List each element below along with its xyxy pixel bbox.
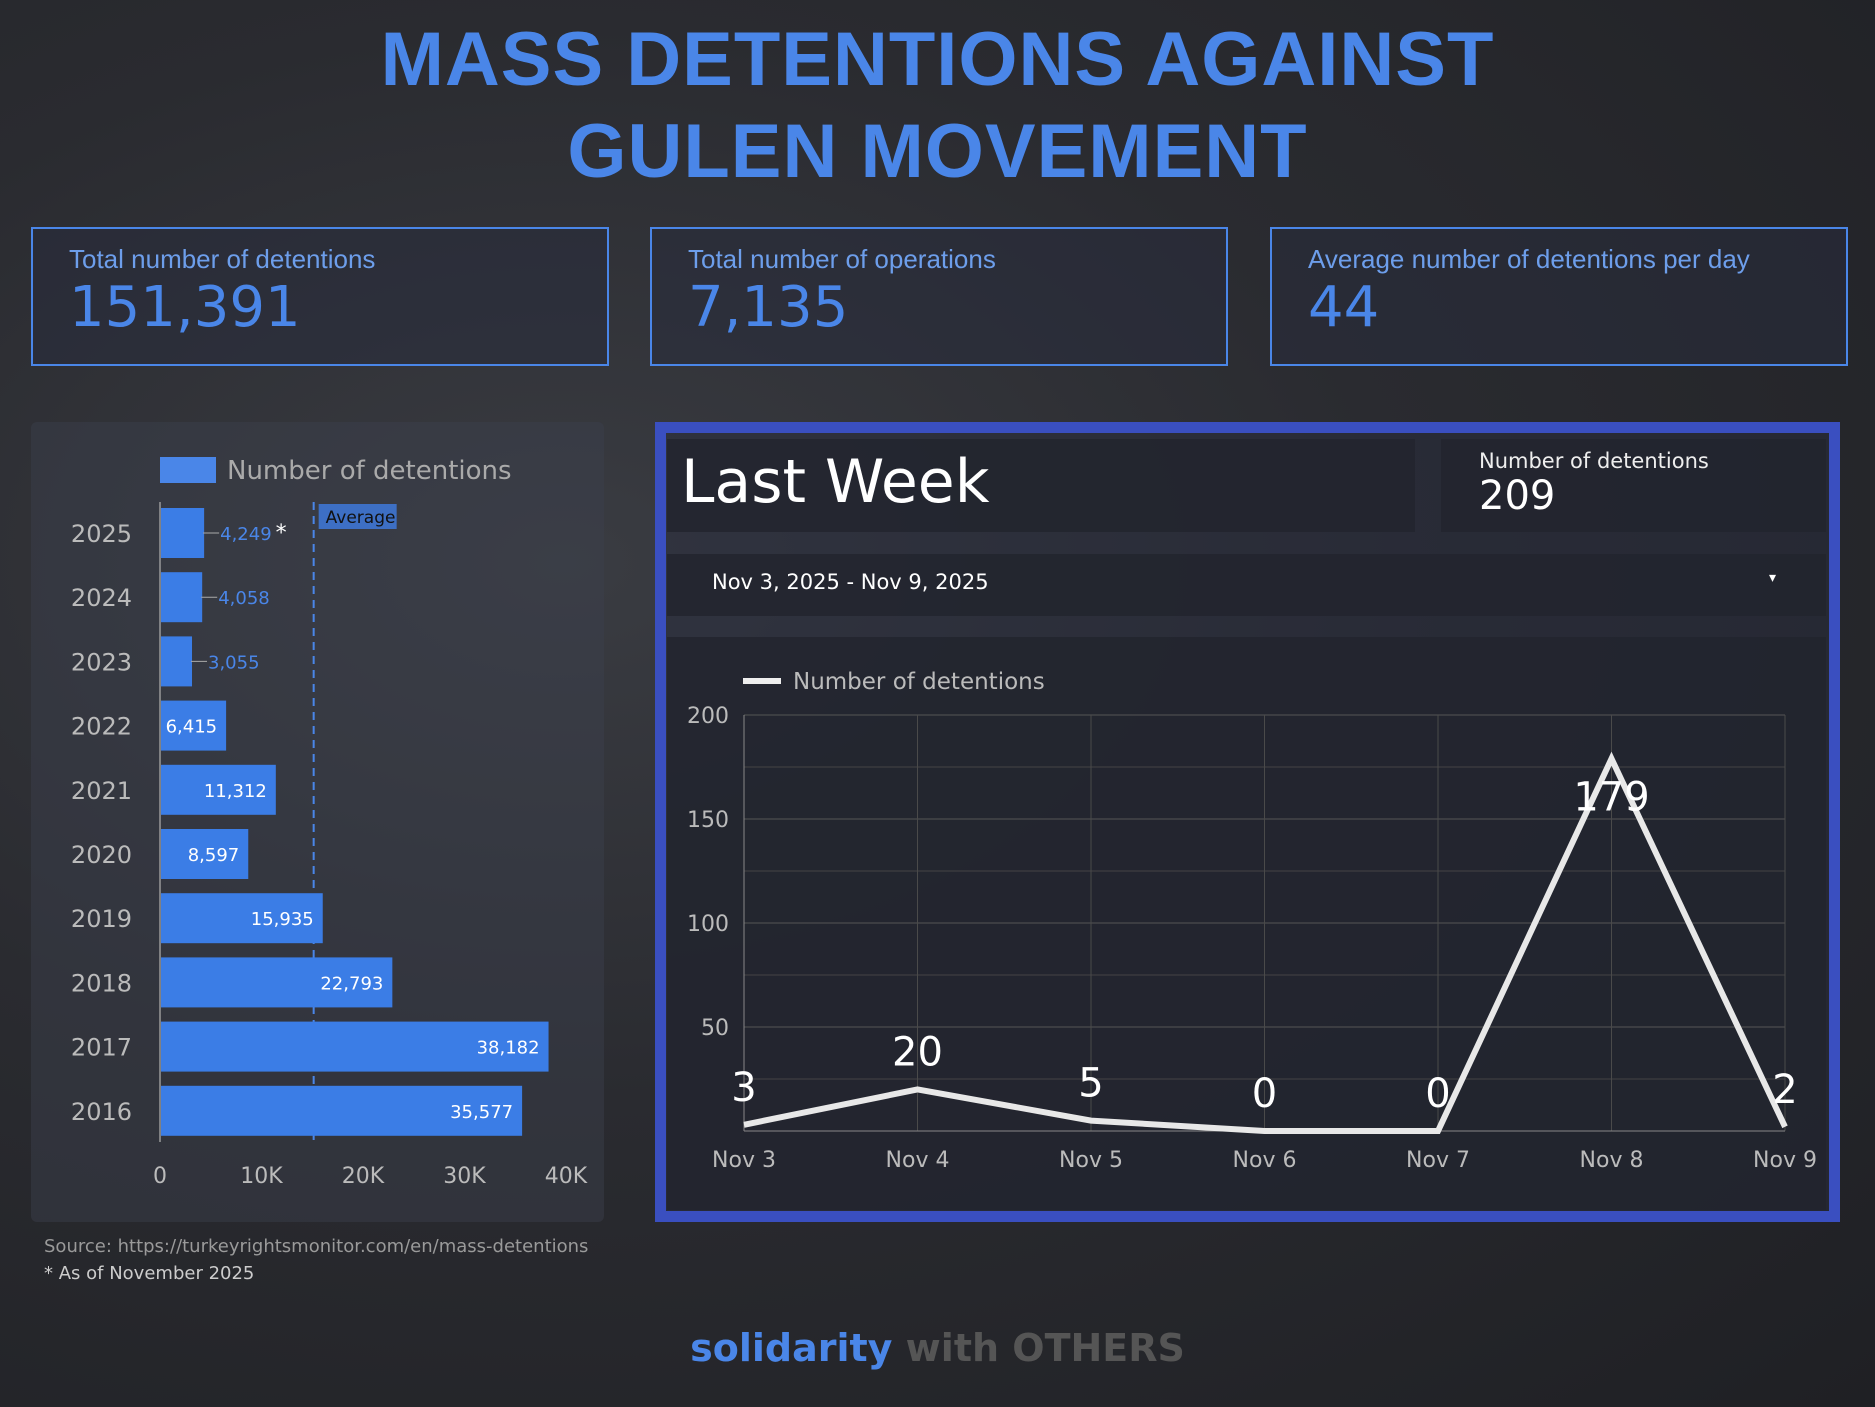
bar-value-label: 8,597 — [188, 845, 240, 866]
bar-value-label: 11,312 — [204, 781, 267, 802]
last-week-kpi: Number of detentions 209 — [1441, 439, 1826, 532]
x-tick-label: Nov 7 — [1406, 1148, 1470, 1173]
bar-category-label: 2018 — [71, 969, 132, 997]
bar — [161, 700, 227, 751]
average-label: Average — [326, 508, 396, 528]
x-tick-label: Nov 3 — [712, 1148, 776, 1173]
bar — [161, 636, 193, 687]
bar-value-label: 35,577 — [450, 1102, 513, 1123]
legend-label: Number of detentions — [793, 669, 1045, 695]
bar-category-label: 2021 — [71, 777, 132, 805]
series-line — [743, 751, 1788, 1134]
x-tick-label: Nov 6 — [1233, 1148, 1297, 1173]
x-tick-label: 10K — [240, 1164, 283, 1189]
kpi-value: 151,391 — [69, 275, 301, 340]
title-line-2: GULEN MOVEMENT — [567, 109, 1308, 194]
legend-label: Number of detentions — [227, 456, 512, 486]
data-label: 20 — [892, 1029, 943, 1075]
kpi-avg-per-day: Average number of detentions per day 44 — [1270, 227, 1848, 366]
bar-category-label: 2019 — [71, 905, 132, 933]
data-label: 5 — [1078, 1061, 1103, 1107]
x-tick-label: 30K — [443, 1164, 486, 1189]
legend-swatch — [160, 457, 216, 483]
y-tick-label: 200 — [687, 704, 729, 729]
bar-category-label: 2017 — [71, 1034, 132, 1062]
page-title: MASS DETENTIONS AGAINST GULEN MOVEMENT — [0, 14, 1875, 198]
kpi-label: Average number of detentions per day — [1308, 244, 1750, 274]
bar — [161, 508, 205, 558]
last-week-title: Last Week — [667, 439, 1415, 532]
bar-category-label: 2025 — [71, 520, 132, 548]
kpi-label: Total number of detentions — [69, 244, 376, 274]
y-tick-label: 150 — [687, 808, 729, 833]
x-tick-label: 20K — [342, 1164, 385, 1189]
date-range-value: Nov 3, 2025 - Nov 9, 2025 — [712, 570, 989, 594]
y-tick-label: 100 — [687, 912, 729, 937]
kpi-total-detentions: Total number of detentions 151,391 — [31, 227, 609, 366]
bar — [161, 764, 276, 815]
bar-value-label: 3,055 — [208, 652, 260, 673]
kpi-value: 44 — [1308, 275, 1380, 340]
bar — [161, 829, 249, 879]
x-tick-label: 0 — [153, 1164, 167, 1189]
data-label: 0 — [1425, 1071, 1450, 1117]
kpi-label: Total number of operations — [688, 244, 996, 274]
last-week-panel: Last Week Number of detentions 209 Nov 3… — [655, 422, 1840, 1222]
kpi-total-operations: Total number of operations 7,135 — [650, 227, 1228, 366]
bar-value-label: 22,793 — [320, 973, 383, 994]
bar-category-label: 2024 — [71, 584, 132, 612]
bar-value-label: 4,249 — [220, 524, 272, 545]
data-label: 179 — [1573, 775, 1649, 821]
footnote: * As of November 2025 — [44, 1263, 255, 1284]
chevron-down-icon[interactable]: ▾ — [1768, 570, 1776, 586]
data-label: 0 — [1252, 1071, 1277, 1117]
data-label: 2 — [1772, 1067, 1797, 1113]
asterisk-marker: * — [276, 521, 287, 546]
x-tick-label: 40K — [545, 1164, 588, 1189]
bar — [161, 1021, 549, 1072]
brand-others: with OTHERS — [892, 1326, 1185, 1370]
x-tick-label: Nov 8 — [1580, 1148, 1644, 1173]
x-tick-label: Nov 4 — [886, 1148, 950, 1173]
kpi-label: Number of detentions — [1479, 449, 1709, 473]
data-label: 3 — [731, 1065, 756, 1111]
bar-value-label: 6,415 — [166, 717, 218, 738]
bar-category-label: 2023 — [71, 648, 132, 676]
bar-category-label: 2020 — [71, 841, 132, 869]
line-chart-box: Number of detentions 50 100 150 200 Nov 3 Nov … — [667, 637, 1826, 1210]
bar-value-label: 38,182 — [477, 1038, 540, 1059]
bar-category-label: 2016 — [71, 1098, 132, 1126]
bar-value-label: 15,935 — [251, 909, 314, 930]
yearly-bar-chart: Number of detentions Average 2025 4,249 * 202… — [71, 456, 588, 1189]
x-tick-label: Nov 9 — [1753, 1148, 1817, 1173]
brand-solidarity: solidarity — [690, 1326, 893, 1370]
bar — [161, 957, 393, 1008]
x-tick-label: Nov 5 — [1059, 1148, 1123, 1173]
bar — [161, 1085, 523, 1136]
bar-category-label: 2022 — [71, 713, 132, 741]
title-line-1: MASS DETENTIONS AGAINST — [380, 17, 1495, 102]
date-range-selector[interactable]: Nov 3, 2025 - Nov 9, 2025 ▾ — [667, 554, 1826, 616]
yearly-bar-chart-card: Number of detentions Average 2025 4,249 * 202… — [31, 422, 604, 1222]
average-label-bg — [318, 504, 397, 529]
bar — [161, 893, 323, 944]
y-tick-label: 50 — [701, 1016, 729, 1041]
bar-value-label: 4,058 — [218, 588, 270, 609]
source-link[interactable]: Source: https://turkeyrightsmonitor.com/… — [44, 1236, 589, 1257]
kpi-value: 7,135 — [688, 275, 849, 340]
kpi-value: 209 — [1479, 473, 1556, 519]
bar — [161, 572, 203, 623]
brand-footer: solidarity with OTHERS — [0, 1326, 1875, 1370]
